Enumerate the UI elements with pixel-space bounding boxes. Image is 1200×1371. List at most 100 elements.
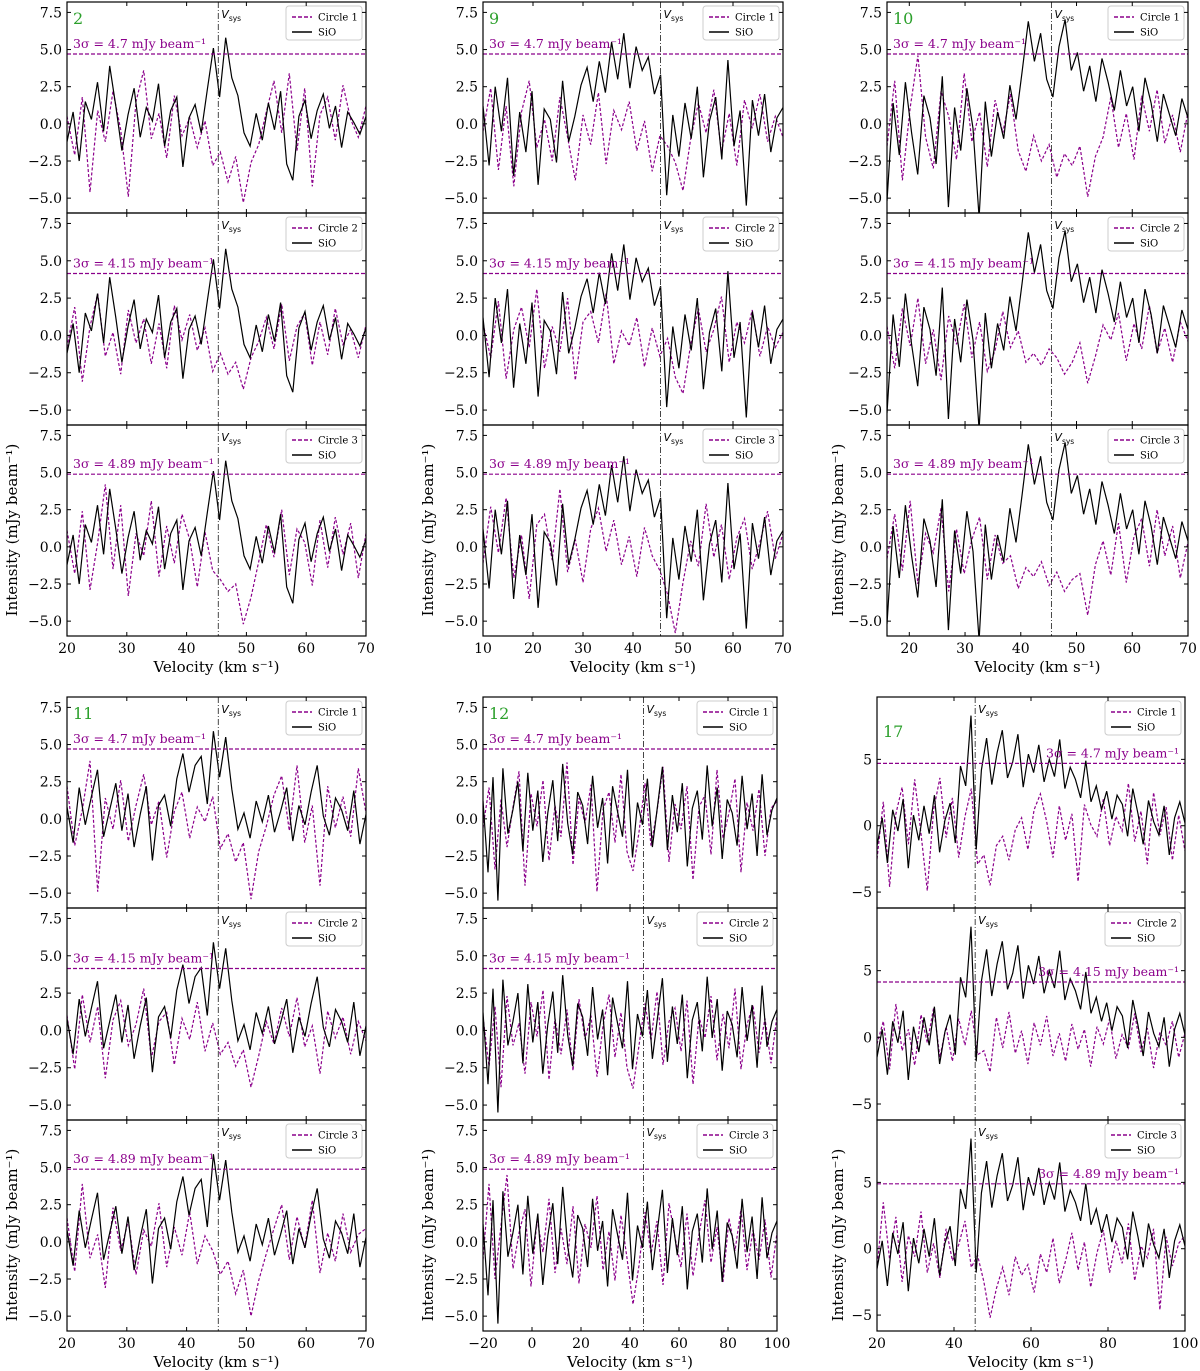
vsys-label: Vsys bbox=[1054, 219, 1074, 234]
y-tick-label: 5.0 bbox=[860, 254, 882, 270]
y-tick-label: 2.5 bbox=[40, 1198, 62, 1214]
vsys-label-main: V bbox=[664, 431, 673, 444]
y-tick-label: −5 bbox=[851, 885, 872, 901]
legend-sio-label: SiO bbox=[1140, 239, 1158, 250]
y-axis-label: Intensity (mJy beam⁻¹) bbox=[3, 444, 21, 617]
y-tick-label: 7.5 bbox=[456, 216, 478, 232]
x-tick-label: 60 bbox=[1123, 641, 1141, 657]
vsys-label-sub: sys bbox=[986, 709, 998, 718]
legend-sio-label: SiO bbox=[1137, 1146, 1155, 1157]
y-tick-label: 2.5 bbox=[456, 775, 478, 791]
panel-11-circle-3: Vsys 3σ = 4.89 mJy beam⁻¹ Circle 3 SiO −5.0 −… bbox=[28, 1119, 375, 1352]
x-axis-label: Velocity (km s⁻¹) bbox=[967, 1353, 1094, 1371]
y-tick-label: 7.5 bbox=[456, 428, 478, 444]
y-tick-label: −2.5 bbox=[444, 1061, 478, 1077]
panel-17-circle-2: Vsys 3σ = 4.15 mJy beam⁻¹ Circle 2 SiO −5 0 5 bbox=[851, 907, 1186, 1121]
x-tick-label: 20 bbox=[868, 1336, 886, 1352]
source-id-label: 12 bbox=[489, 704, 509, 723]
threshold-label: 3σ = 4.7 mJy beam⁻¹ bbox=[489, 731, 622, 746]
y-tick-label: 2.5 bbox=[860, 291, 882, 307]
sio-spectrum-line bbox=[877, 1138, 1185, 1292]
sio-spectrum-line bbox=[887, 442, 1188, 636]
vsys-label: Vsys bbox=[978, 1126, 998, 1141]
threshold-label: 3σ = 4.7 mJy beam⁻¹ bbox=[73, 36, 206, 51]
vsys-label-main: V bbox=[221, 703, 230, 716]
y-tick-label: −5.0 bbox=[848, 403, 882, 419]
circle-2-spectrum-line bbox=[67, 988, 366, 1088]
x-tick-label: 20 bbox=[58, 641, 76, 657]
panel-9-circle-1: Vsys 3σ = 4.7 mJy beam⁻¹ Circle 1 SiO 9 −5.0 −… bbox=[444, 1, 784, 214]
circle-1-spectrum-line bbox=[887, 55, 1188, 197]
y-tick-label: −5.0 bbox=[848, 191, 882, 207]
source-id-label: 11 bbox=[73, 704, 93, 723]
sio-spectrum-line bbox=[877, 926, 1185, 1081]
y-tick-label: −2.5 bbox=[28, 1061, 62, 1077]
x-axis-label: Velocity (km s⁻¹) bbox=[973, 658, 1100, 676]
circle-3-spectrum-line bbox=[483, 1174, 777, 1305]
vsys-label-sub: sys bbox=[229, 920, 241, 929]
y-tick-label: −5 bbox=[851, 1097, 872, 1113]
y-tick-label: 5 bbox=[863, 1175, 872, 1191]
x-tick-label: 40 bbox=[945, 1336, 963, 1352]
x-tick-label: 60 bbox=[297, 1336, 315, 1352]
sio-spectrum-line bbox=[67, 731, 366, 861]
axes-frame bbox=[876, 1119, 1186, 1332]
vsys-label-main: V bbox=[646, 1126, 655, 1139]
y-tick-label: 0.0 bbox=[456, 1235, 478, 1251]
y-tick-label: 2.5 bbox=[40, 503, 62, 519]
legend-sio-label: SiO bbox=[318, 1146, 336, 1157]
y-tick-label: 0.0 bbox=[456, 540, 478, 556]
spectrum-group-2: Vsys 3σ = 4.7 mJy beam⁻¹ Circle 1 SiO 2 −5.0 −… bbox=[3, 1, 375, 676]
vsys-label-sub: sys bbox=[654, 709, 666, 718]
vsys-label-sub: sys bbox=[1062, 14, 1074, 23]
y-axis-label: Intensity (mJy beam⁻¹) bbox=[3, 1149, 21, 1322]
x-axis-label: Velocity (km s⁻¹) bbox=[152, 1353, 279, 1371]
vsys-label-main: V bbox=[1054, 219, 1063, 232]
y-axis-label: Intensity (mJy beam⁻¹) bbox=[829, 1149, 847, 1322]
y-tick-label: 0 bbox=[863, 1242, 872, 1258]
axes-frame bbox=[66, 424, 367, 637]
y-tick-label: −5 bbox=[851, 1308, 872, 1324]
legend-sio-label: SiO bbox=[729, 934, 747, 945]
vsys-label-main: V bbox=[978, 703, 987, 716]
spectrum-group-17: Vsys 3σ = 4.7 mJy beam⁻¹ Circle 1 SiO 17 −5 0 5… bbox=[829, 696, 1198, 1371]
y-tick-label: 5.0 bbox=[40, 1161, 62, 1177]
sio-spectrum-line bbox=[483, 975, 777, 1113]
y-tick-label: 5.0 bbox=[456, 43, 478, 59]
threshold-label: 3σ = 4.15 mJy beam⁻¹ bbox=[893, 255, 1034, 270]
sio-spectrum-line bbox=[483, 1186, 777, 1324]
x-tick-label: 40 bbox=[621, 1336, 639, 1352]
x-tick-label: 60 bbox=[1022, 1336, 1040, 1352]
threshold-label: 3σ = 4.7 mJy beam⁻¹ bbox=[489, 36, 622, 51]
panel-9-circle-3: Vsys 3σ = 4.89 mJy beam⁻¹ Circle 3 SiO −5.0 −… bbox=[444, 424, 792, 657]
y-tick-label: −5.0 bbox=[444, 403, 478, 419]
vsys-label-sub: sys bbox=[229, 14, 241, 23]
sio-spectrum-line bbox=[887, 230, 1188, 425]
y-tick-label: −5.0 bbox=[444, 886, 478, 902]
legend-circle-label: Circle 3 bbox=[318, 436, 358, 447]
spectrum-group-12: Vsys 3σ = 4.7 mJy beam⁻¹ Circle 1 SiO 12 −5.0… bbox=[419, 696, 791, 1371]
circle-2-spectrum-line bbox=[67, 293, 366, 392]
y-tick-label: 5.0 bbox=[40, 738, 62, 754]
threshold-label: 3σ = 4.89 mJy beam⁻¹ bbox=[893, 456, 1034, 471]
source-id-label: 17 bbox=[883, 722, 903, 741]
x-tick-label: 30 bbox=[118, 641, 136, 657]
y-tick-label: 0.0 bbox=[456, 812, 478, 828]
x-tick-label: 50 bbox=[1068, 641, 1086, 657]
panel-9-circle-2: Vsys 3σ = 4.15 mJy beam⁻¹ Circle 2 SiO −5.0 −… bbox=[444, 212, 784, 426]
threshold-label: 3σ = 4.89 mJy beam⁻¹ bbox=[1038, 1166, 1179, 1181]
y-tick-label: 0.0 bbox=[40, 117, 62, 133]
source-id-label: 10 bbox=[893, 9, 913, 28]
vsys-label: Vsys bbox=[221, 431, 241, 446]
panel-2-circle-3: Vsys 3σ = 4.89 mJy beam⁻¹ Circle 3 SiO −5.0 −… bbox=[28, 424, 375, 657]
x-tick-label: 70 bbox=[774, 641, 792, 657]
y-tick-label: 2.5 bbox=[456, 1198, 478, 1214]
threshold-label: 3σ = 4.89 mJy beam⁻¹ bbox=[489, 456, 630, 471]
vsys-label-sub: sys bbox=[229, 1132, 241, 1141]
legend-sio-label: SiO bbox=[729, 1146, 747, 1157]
x-axis-label: Velocity (km s⁻¹) bbox=[569, 658, 696, 676]
legend-circle-label: Circle 1 bbox=[318, 13, 358, 24]
x-tick-label: 100 bbox=[764, 1336, 791, 1352]
x-tick-label: 40 bbox=[1012, 641, 1030, 657]
threshold-label: 3σ = 4.89 mJy beam⁻¹ bbox=[73, 456, 214, 471]
